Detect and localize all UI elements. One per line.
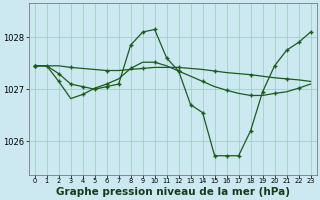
X-axis label: Graphe pression niveau de la mer (hPa): Graphe pression niveau de la mer (hPa)	[56, 187, 290, 197]
